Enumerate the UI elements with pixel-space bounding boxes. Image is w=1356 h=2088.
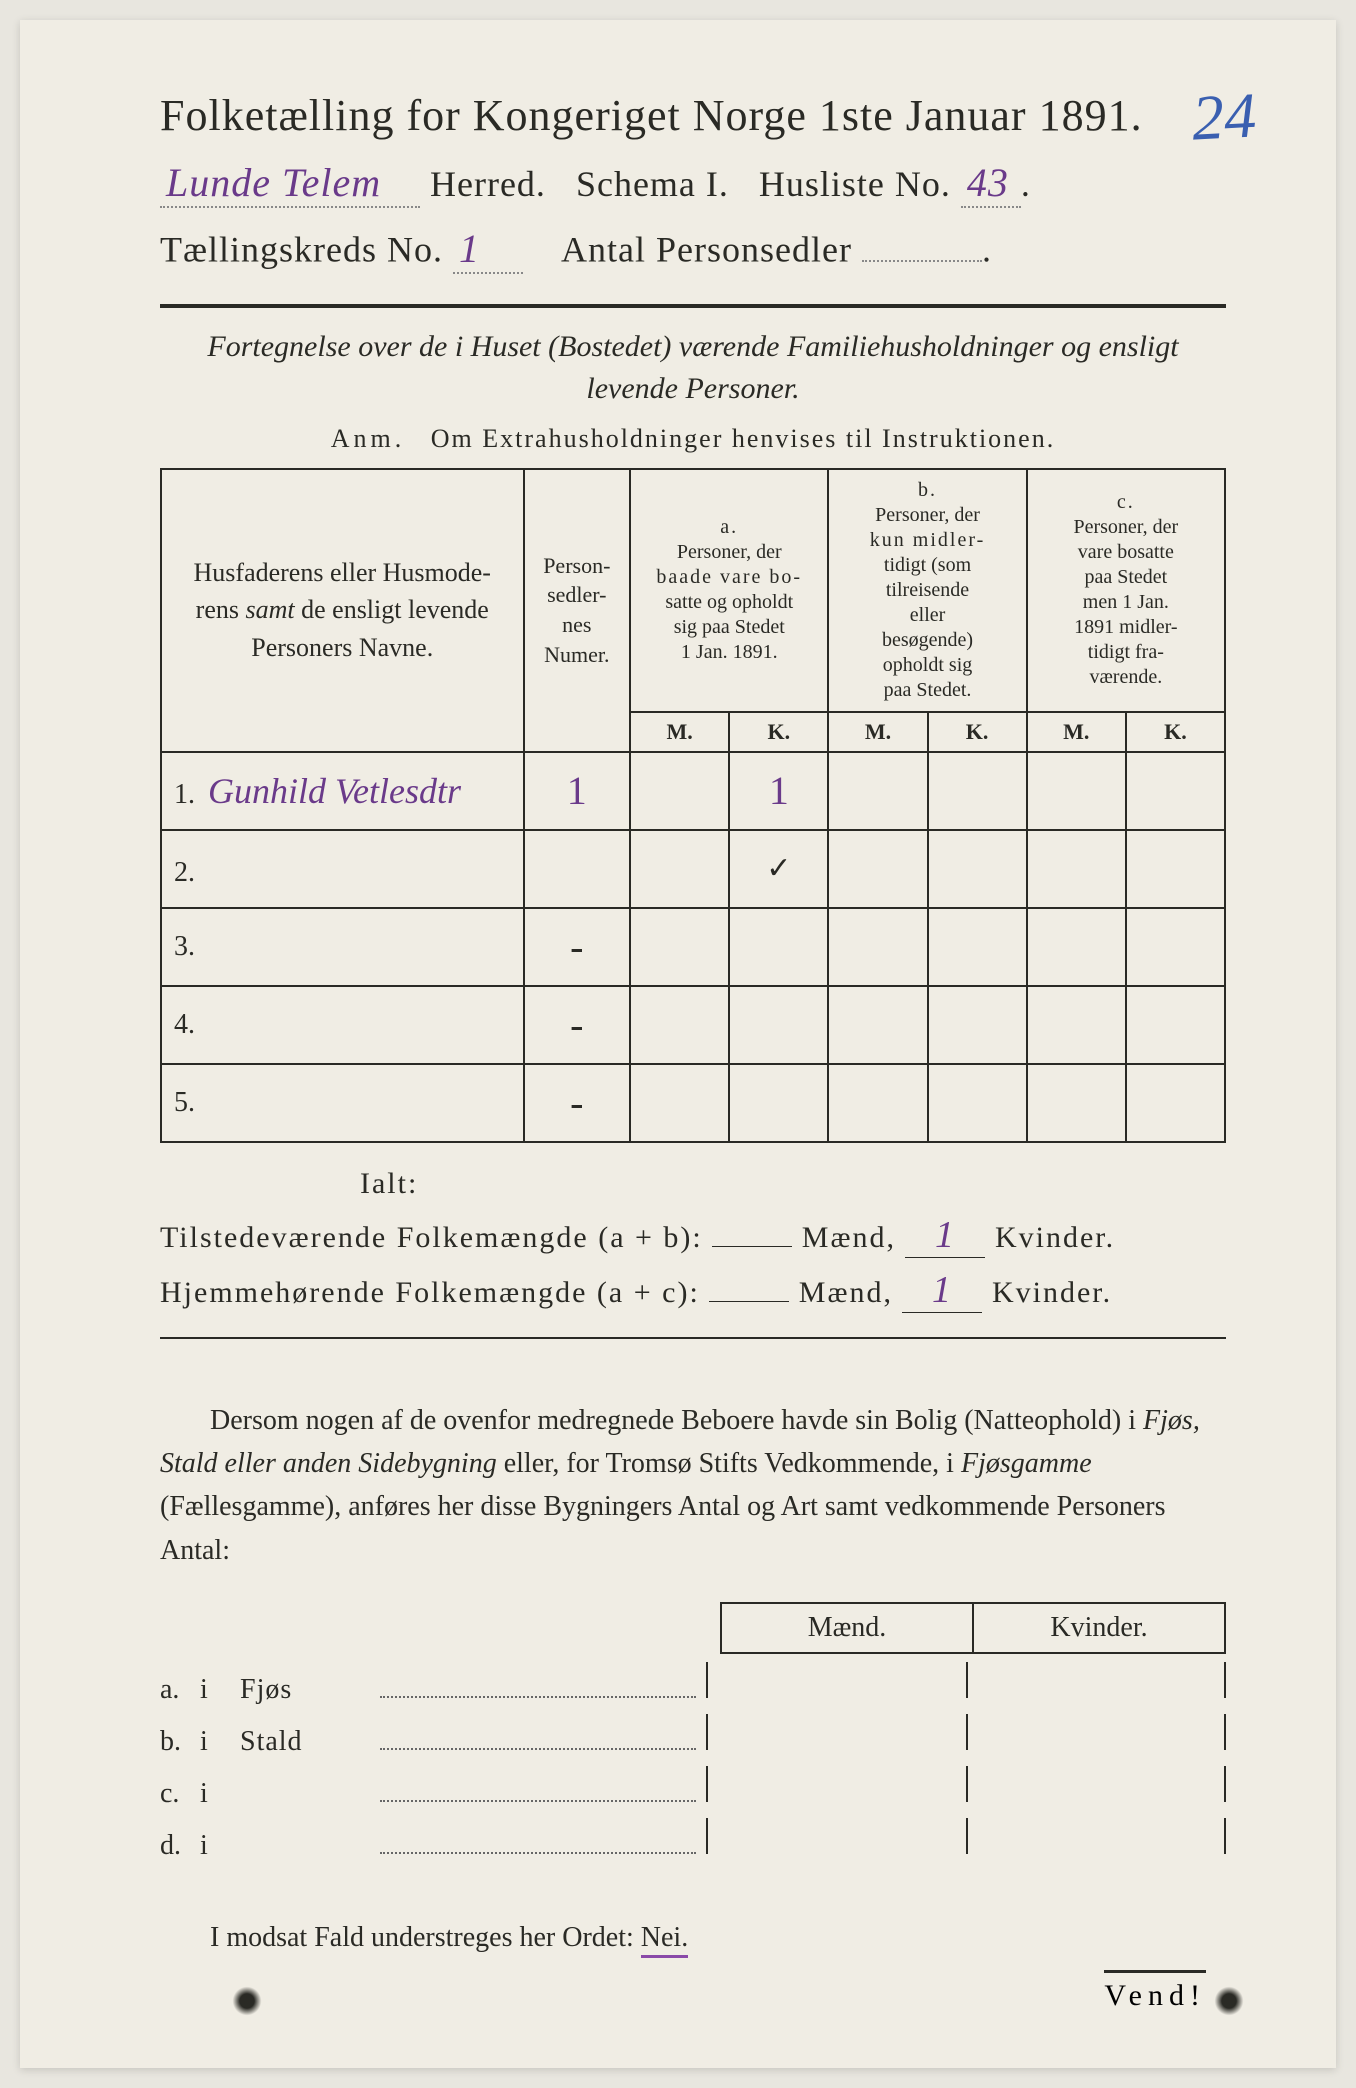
hjemme-maend [709, 1301, 789, 1302]
table-row: 4. - [161, 986, 1225, 1064]
vend-label: Vend! [1104, 1970, 1206, 2013]
kreds-line: Tællingskreds No. 1 Antal Personsedler . [160, 222, 1226, 274]
divider [160, 1337, 1226, 1339]
paper-tear-icon [1212, 1984, 1246, 2018]
herred-name-handwritten: Lunde Telem [160, 159, 420, 208]
cell-b-m [828, 752, 927, 830]
hjemme-kvinder: 1 [902, 1268, 982, 1313]
sub-row: a. i Fjøs [160, 1662, 1226, 1706]
sub-table-header: Mænd. Kvinder. [720, 1602, 1226, 1654]
tilstede-kvinder: 1 [905, 1213, 985, 1258]
kreds-label: Tællingskreds No. [160, 230, 443, 270]
col-c-m: M. [1027, 712, 1126, 752]
herred-label: Herred. [430, 164, 546, 204]
ialt-label: Ialt: [360, 1167, 1226, 1201]
sidebygning-table: Mænd. Kvinder. a. i Fjøs b. i Stald c. i [160, 1602, 1226, 1862]
col-header-names: Husfaderens eller Husmode-rens samt de e… [161, 469, 524, 752]
corner-page-number: 24 [1190, 78, 1258, 155]
table-row: 2. ✓ [161, 830, 1225, 908]
totals-line-1: Tilstedeværende Folkemængde (a + b): Mæn… [160, 1213, 1226, 1258]
col-b-k: K. [928, 712, 1027, 752]
col-a-k: K. [729, 712, 828, 752]
antal-field [862, 222, 982, 262]
totals-line-2: Hjemmehørende Folkemængde (a + c): Mænd,… [160, 1268, 1226, 1313]
cell-a-k: 1 [729, 752, 828, 830]
row-label: 1. Gunhild Vetlesdtr [161, 752, 524, 830]
husliste-label: Husliste No. [759, 164, 951, 204]
sub-head-maend: Mænd. [720, 1604, 972, 1652]
col-header-a: a. Personer, der baade vare bo- satte og… [630, 469, 828, 712]
row-label: 5. [161, 1064, 524, 1142]
col-a-m: M. [630, 712, 729, 752]
kreds-number-handwritten: 1 [453, 225, 523, 274]
table-row: 3. - [161, 908, 1225, 986]
census-form-page: 24 Folketælling for Kongeriget Norge 1st… [20, 20, 1336, 2068]
cell-a-m [630, 752, 729, 830]
cell-c-m [1027, 752, 1126, 830]
form-title: Folketælling for Kongeriget Norge 1ste J… [160, 90, 1226, 141]
totals-block: Ialt: Tilstedeværende Folkemængde (a + b… [160, 1167, 1226, 1313]
cell-b-k [928, 752, 1027, 830]
paper-tear-icon [230, 1984, 264, 2018]
herred-line: Lunde Telem Herred. Schema I. Husliste N… [160, 159, 1226, 208]
dotted-fill [380, 1670, 696, 1698]
divider [160, 304, 1226, 308]
sidebygning-paragraph: Dersom nogen af de ovenfor medregnede Be… [160, 1399, 1226, 1573]
census-table-body: 1. Gunhild Vetlesdtr 1 1 2. ✓ [161, 752, 1225, 1142]
cell-c-k [1126, 752, 1225, 830]
anm-prefix: Anm. [331, 424, 406, 453]
husliste-number-handwritten: 43 [961, 159, 1021, 208]
table-row: 1. Gunhild Vetlesdtr 1 1 [161, 752, 1225, 830]
nei-word: Nei. [641, 1922, 688, 1958]
row-label: 2. [161, 830, 524, 908]
fortegnelse-text: Fortegnelse over de i Huset (Bostedet) v… [200, 326, 1186, 410]
row-label: 4. [161, 986, 524, 1064]
sub-row: c. i [160, 1766, 1226, 1810]
col-c-k: K. [1126, 712, 1225, 752]
anm-line: Anm. Om Extrahusholdninger henvises til … [160, 424, 1226, 454]
census-table: Husfaderens eller Husmode-rens samt de e… [160, 468, 1226, 1143]
col-header-numer: Person- sedler- nes Numer. [524, 469, 631, 752]
sub-head-kvinder: Kvinder. [972, 1604, 1226, 1652]
col-header-c: c. Personer, der vare bosatte paa Stedet… [1027, 469, 1225, 712]
tilstede-maend [712, 1246, 792, 1247]
schema-label: Schema I. [576, 164, 729, 204]
sub-row: d. i [160, 1818, 1226, 1862]
nei-line: I modsat Fald understreges her Ordet: Ne… [160, 1922, 1226, 1954]
table-row: 5. - [161, 1064, 1225, 1142]
col-b-m: M. [828, 712, 927, 752]
person-name-handwritten: Gunhild Vetlesdtr [208, 771, 461, 811]
sub-row: b. i Stald [160, 1714, 1226, 1758]
row-label: 3. [161, 908, 524, 986]
antal-label: Antal Personsedler [561, 230, 852, 270]
anm-text: Om Extrahusholdninger henvises til Instr… [431, 424, 1055, 453]
col-header-b: b. Personer, der kun midler- tidigt (som… [828, 469, 1026, 712]
cell-numer: 1 [524, 752, 631, 830]
